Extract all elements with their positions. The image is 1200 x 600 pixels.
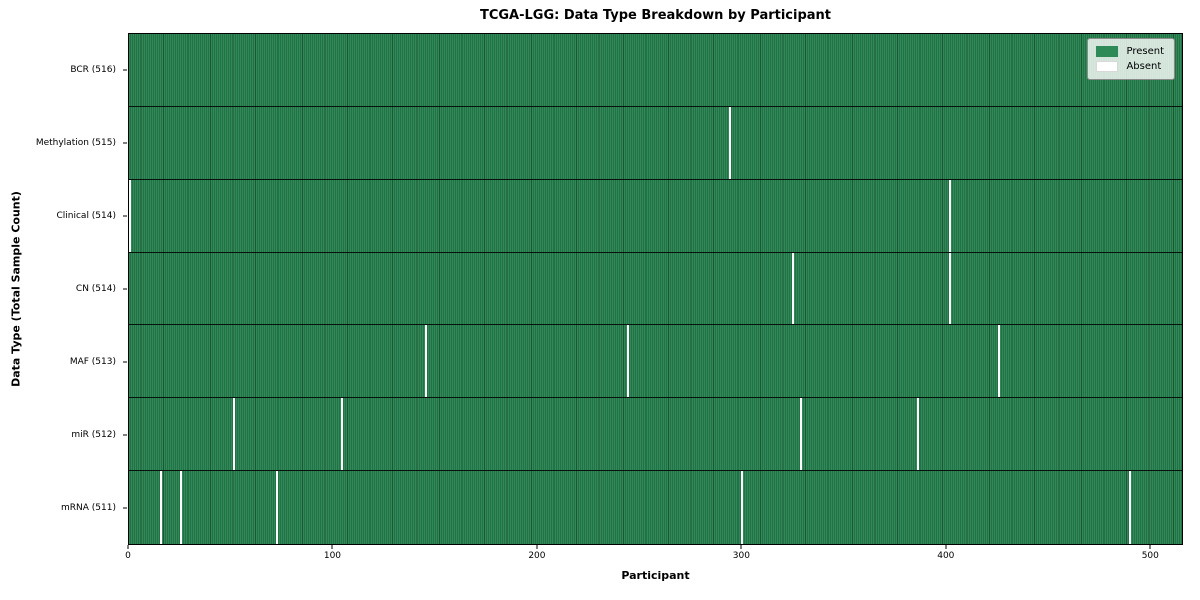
absent-gap-miR-329 [800,398,803,471]
y-tick-mark [123,361,127,363]
x-tick-mark [536,545,538,549]
absent-gap-miR-51 [233,398,236,471]
legend-absent-label: Absent [1126,61,1162,72]
absent-gap-miR-104 [341,398,344,471]
legend: Present Absent [1087,38,1175,80]
absent-swatch-icon [1096,61,1119,72]
x-tick-label-500: 500 [1141,551,1159,561]
absent-gap-mRNA-490 [1128,471,1131,544]
row-CN [129,252,1182,326]
y-axis-ticks: BCR (516) Methylation (515) Clinical (514)… [0,33,128,545]
x-axis-ticks: 0 100 200 300 400 500 [125,545,1183,567]
y-tick-mark [123,434,127,436]
absent-gap-CN-402 [949,252,952,325]
x-axis-label: Participant [621,569,690,582]
y-tick-label-Clinical: Clinical (514) [56,210,116,221]
y-tick-label-mRNA: mRNA (511) [61,503,116,514]
x-tick-mark [945,545,947,549]
x-tick-label-300: 300 [732,551,750,561]
x-tick-label-400: 400 [937,551,955,561]
row-Methylation [129,106,1182,180]
y-tick-label-Methylation: Methylation (515) [35,137,116,148]
x-tick-mark [127,545,129,549]
y-tick-mark [123,69,127,71]
x-tick-mark [740,545,742,549]
row-MAF [129,325,1182,399]
x-tick-mark [331,545,333,549]
absent-gap-MAF-145 [424,325,427,398]
legend-item-absent: Absent [1096,59,1164,74]
present-swatch-icon [1096,46,1119,57]
absent-gap-mRNA-72 [275,471,278,544]
absent-gap-CN-325 [792,252,795,325]
y-tick-label-MAF: MAF (513) [69,357,116,368]
absent-gap-Methylation-294 [728,106,731,179]
y-tick-label-CN: CN (514) [75,284,116,294]
absent-gap-mRNA-25 [180,471,183,544]
row-miR [129,398,1182,472]
y-tick-mark [123,507,127,509]
x-tick-label-200: 200 [528,551,546,561]
y-tick-mark [123,288,127,290]
absent-gap-MAF-244 [626,325,629,398]
absent-gap-mRNA-15 [159,471,162,544]
legend-item-present: Present [1096,44,1164,59]
row-mRNA [129,471,1182,544]
row-BCR [129,34,1182,107]
y-tick-label-miR: miR (512) [71,430,116,441]
absent-gap-Clinical-0 [129,179,132,252]
x-tick-label-100: 100 [323,551,342,561]
y-tick-label-BCR: BCR (516) [70,64,116,75]
x-tick-mark [1149,545,1151,549]
absent-gap-Clinical-402 [949,179,952,252]
legend-present-label: Present [1126,46,1164,57]
absent-gap-MAF-426 [998,325,1001,398]
y-tick-mark [123,215,127,217]
plot-area [128,33,1183,545]
y-tick-mark [123,142,127,144]
x-tick-label-0: 0 [125,551,131,561]
chart-title: TCGA-LGG: Data Type Breakdown by Partici… [479,8,832,23]
absent-gap-mRNA-300 [741,471,744,544]
row-Clinical [129,179,1182,253]
absent-gap-miR-386 [916,398,919,471]
